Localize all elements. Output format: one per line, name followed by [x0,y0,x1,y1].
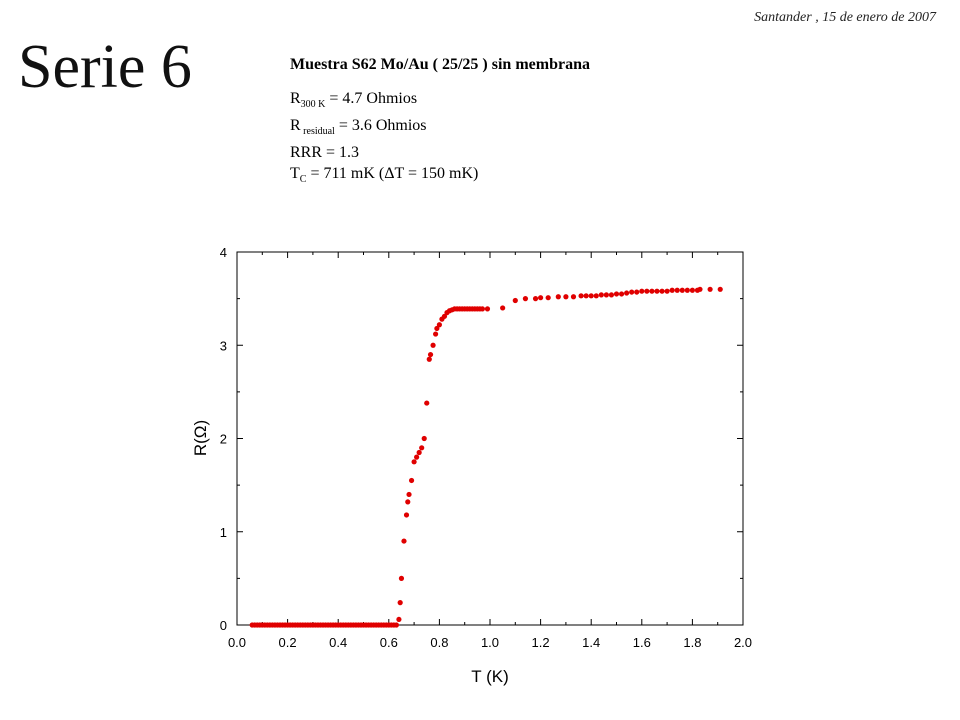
data-point [697,286,703,292]
data-point [659,288,665,294]
x-tick-label: 0.6 [380,635,398,650]
rrr-line: RRR = 1.3 [290,144,360,162]
x-tick-label: 0.2 [279,635,297,650]
y-tick-label: 3 [220,338,227,353]
x-tick-label: 0.8 [430,635,448,650]
data-point [634,289,640,295]
y-axis-label: R(Ω) [191,420,210,456]
data-point [538,295,544,301]
tc-subscript: C [299,174,307,186]
data-point [669,287,675,293]
plot-frame [236,251,744,626]
x-tick-label: 1.6 [633,635,651,650]
data-point [414,454,420,460]
data-point [689,287,696,293]
r300-line: R300 K = 4.7 Ohmios [290,88,590,115]
data-point [479,306,486,312]
data-point [639,288,645,294]
data-point [644,288,650,294]
rresidual-line: R residual = 3.6 Ohmios [290,115,590,142]
data-point [717,286,723,292]
data-points [249,286,723,628]
x-tick-label: 0.4 [329,635,347,650]
tc-symbol: T [290,165,300,183]
data-point [398,575,405,581]
data-point [545,295,551,301]
y-tick-label: 1 [220,525,227,540]
data-point [624,290,630,296]
data-point [578,293,584,299]
data-point [603,292,609,298]
tc-value: = 711 mK (ΔT = 150 mK) [306,165,479,183]
date-label: Santander , 15 de enero de 2007 [754,10,936,25]
data-point [570,294,577,300]
data-point [608,292,615,298]
sample-name: Muestra S62 Mo/Au ( 25/25 ) sin membrana [290,56,590,73]
data-point [397,600,403,606]
sample-info: Muestra S62 Mo/Au ( 25/25 ) sin membrana… [290,56,590,191]
x-axis-label: T (K) [471,667,508,686]
x-tick-label: 0.0 [228,635,246,650]
data-point [424,400,430,406]
data-point [679,287,685,293]
data-point [654,288,660,294]
data-point [396,616,402,623]
data-point [441,313,448,319]
x-tick-label: 1.4 [582,635,600,650]
data-point [405,499,411,505]
y-tick-label: 4 [220,245,227,260]
x-tick-label: 2.0 [734,635,752,650]
data-point [408,477,415,484]
data-point [532,296,539,302]
data-point [434,325,440,332]
data-point [629,289,635,295]
r300-subscript: 300 K [300,99,326,111]
rresidual-symbol: R [290,117,301,135]
data-point [684,287,690,293]
x-tick-label: 1.8 [683,635,701,650]
data-point [583,293,589,299]
data-point [555,294,561,300]
data-point [406,491,412,498]
r300-value: = 4.7 Ohmios [325,90,418,107]
data-point [618,291,625,297]
data-point [563,294,569,300]
rresidual-value: = 3.6 Ohmios [334,117,427,135]
data-point [393,622,399,628]
data-point [649,288,655,294]
data-point [674,287,680,293]
data-point [593,293,599,299]
data-point [707,286,713,292]
data-point [411,459,417,465]
data-point [484,306,491,312]
x-tick-label: 1.2 [532,635,550,650]
data-point [426,356,432,362]
data-point [522,296,529,302]
data-point [664,288,670,294]
data-point [427,351,434,358]
data-point [613,291,620,297]
data-point [401,538,407,544]
data-point [433,331,439,337]
r300-symbol: R [290,90,301,107]
y-tick-label: 2 [220,432,227,447]
data-point [436,322,442,328]
rresidual-subscript: residual [300,126,335,138]
data-point [598,292,604,298]
y-tick-label: 0 [220,618,227,633]
data-point [430,342,436,348]
page-title: Serie 6 [18,33,192,101]
data-point [416,449,422,456]
data-point [421,435,427,442]
tc-line: TC = 711 mK (ΔT = 150 mK) [290,163,590,190]
data-point [403,512,410,518]
data-point [512,297,518,304]
data-point [588,293,594,299]
x-tick-label: 1.0 [481,635,499,650]
axis-ticks: 0.0 0.2 0.4 0.6 0.8 1.0 1.2 1.4 1.6 1.8 2.0 0 1 2 3 4 [220,245,752,650]
data-point [500,305,506,311]
data-point [419,445,425,451]
